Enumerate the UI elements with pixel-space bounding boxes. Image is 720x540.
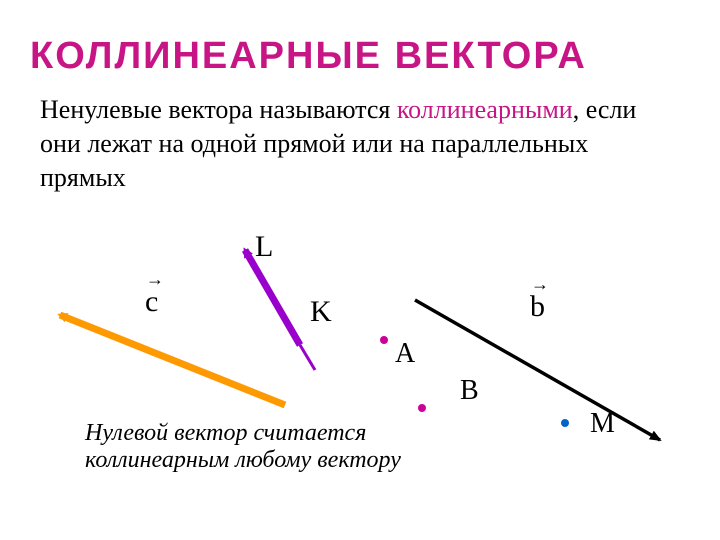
- definition-pre: Ненулевые вектора называются: [40, 95, 397, 124]
- footnote-line2: коллинеарным любому вектору: [85, 447, 401, 474]
- point-A: [380, 336, 388, 344]
- vector-LK: [245, 250, 300, 345]
- label-B: B: [460, 375, 479, 407]
- vector-c: [60, 315, 285, 405]
- footnote: Нулевой вектор считается коллинеарным лю…: [85, 420, 401, 474]
- footnote-line1: Нулевой вектор считается: [85, 420, 401, 447]
- label-A: A: [395, 338, 415, 370]
- point-B: [418, 404, 426, 412]
- label-K: K: [310, 295, 332, 329]
- point-M: [561, 419, 569, 427]
- definition-text: Ненулевые вектора называются коллинеарны…: [0, 93, 720, 194]
- label-M: M: [590, 408, 615, 440]
- vector-LK-tail: [300, 345, 315, 370]
- label-b: b→: [530, 290, 545, 324]
- label-L: L: [255, 230, 273, 264]
- slide-title: КОЛЛИНЕАРНЫЕ ВЕКТОРА: [0, 0, 720, 93]
- label-c: c→: [145, 285, 158, 319]
- definition-highlight: коллинеарными: [397, 95, 573, 124]
